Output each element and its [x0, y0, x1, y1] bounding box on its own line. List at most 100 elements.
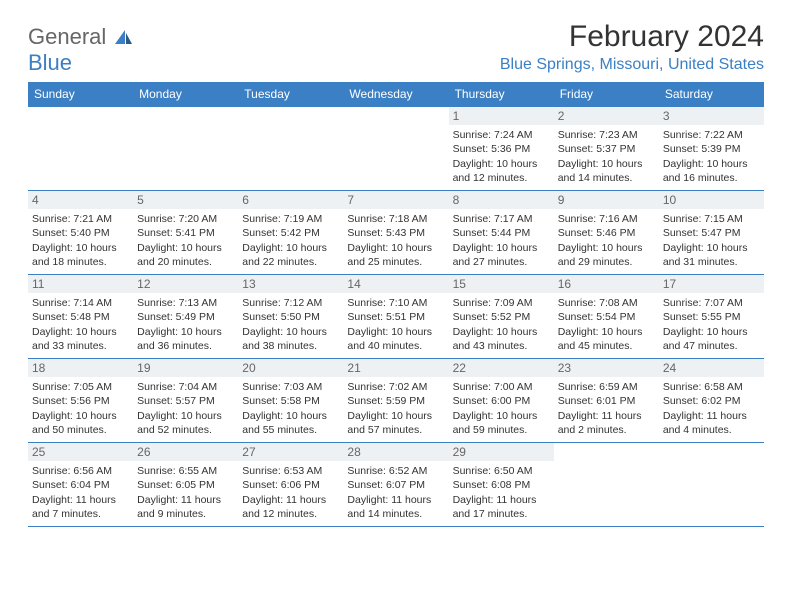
daylight-text: Daylight: 11 hours and 12 minutes. — [242, 493, 339, 521]
day-number: 6 — [238, 191, 343, 209]
daylight-text: Daylight: 11 hours and 9 minutes. — [137, 493, 234, 521]
sunset-text: Sunset: 5:37 PM — [558, 142, 655, 156]
day-number: 28 — [343, 443, 448, 461]
daylight-text: Daylight: 11 hours and 4 minutes. — [663, 409, 760, 437]
calendar-cell — [133, 107, 238, 191]
daylight-text: Daylight: 11 hours and 2 minutes. — [558, 409, 655, 437]
sunset-text: Sunset: 5:49 PM — [137, 310, 234, 324]
sunrise-text: Sunrise: 7:07 AM — [663, 296, 760, 310]
daylight-text: Daylight: 10 hours and 12 minutes. — [453, 157, 550, 185]
sunrise-text: Sunrise: 6:53 AM — [242, 464, 339, 478]
calendar-cell: 29Sunrise: 6:50 AMSunset: 6:08 PMDayligh… — [449, 443, 554, 527]
sunset-text: Sunset: 5:44 PM — [453, 226, 550, 240]
sunset-text: Sunset: 5:36 PM — [453, 142, 550, 156]
logo-text: General Blue — [28, 24, 133, 76]
calendar-cell: 17 Sunrise: 7:07 AMSunset: 5:55 PMDayligh… — [659, 275, 764, 359]
calendar-cell — [343, 107, 448, 191]
daylight-text: Daylight: 10 hours and 33 minutes. — [32, 325, 129, 353]
calendar-cell: 4Sunrise: 7:21 AMSunset: 5:40 PMDaylight… — [28, 191, 133, 275]
day-number: 23 — [554, 359, 659, 377]
sunset-text: Sunset: 6:07 PM — [347, 478, 444, 492]
calendar-cell: 26Sunrise: 6:55 AMSunset: 6:05 PMDayligh… — [133, 443, 238, 527]
daylight-text: Daylight: 10 hours and 40 minutes. — [347, 325, 444, 353]
location-subtitle: Blue Springs, Missouri, United States — [500, 56, 764, 74]
calendar-cell: 12Sunrise: 7:13 AMSunset: 5:49 PMDayligh… — [133, 275, 238, 359]
day-number: 25 — [28, 443, 133, 461]
weekday-header: Sunday — [28, 82, 133, 107]
weekday-header: Tuesday — [238, 82, 343, 107]
day-number: 12 — [133, 275, 238, 293]
calendar-body: 1Sunrise: 7:24 AMSunset: 5:36 PMDaylight… — [28, 107, 764, 527]
sunset-text: Sunset: 5:52 PM — [453, 310, 550, 324]
daylight-text: Daylight: 10 hours and 27 minutes. — [453, 241, 550, 269]
title-block: February 2024 Blue Springs, Missouri, Un… — [500, 20, 764, 74]
daylight-text: Daylight: 11 hours and 7 minutes. — [32, 493, 129, 521]
day-number: 19 — [133, 359, 238, 377]
sunrise-text: Sunrise: 7:02 AM — [347, 380, 444, 394]
day-number: 26 — [133, 443, 238, 461]
sunset-text: Sunset: 5:43 PM — [347, 226, 444, 240]
daylight-text: Daylight: 10 hours and 59 minutes. — [453, 409, 550, 437]
sunrise-text: Sunrise: 7:16 AM — [558, 212, 655, 226]
sunset-text: Sunset: 5:54 PM — [558, 310, 655, 324]
daylight-text: Daylight: 10 hours and 43 minutes. — [453, 325, 550, 353]
daylight-text: Daylight: 10 hours and 29 minutes. — [558, 241, 655, 269]
day-number: 17 — [659, 275, 764, 293]
sunset-text: Sunset: 5:48 PM — [32, 310, 129, 324]
sunrise-text: Sunrise: 7:20 AM — [137, 212, 234, 226]
sunset-text: Sunset: 5:42 PM — [242, 226, 339, 240]
day-number: 4 — [28, 191, 133, 209]
daylight-text: Daylight: 10 hours and 47 minutes. — [663, 325, 760, 353]
daylight-text: Daylight: 10 hours and 14 minutes. — [558, 157, 655, 185]
calendar-row: 11Sunrise: 7:14 AMSunset: 5:48 PMDayligh… — [28, 275, 764, 359]
sunset-text: Sunset: 5:39 PM — [663, 142, 760, 156]
sunrise-text: Sunrise: 7:00 AM — [453, 380, 550, 394]
daylight-text: Daylight: 10 hours and 45 minutes. — [558, 325, 655, 353]
page-title: February 2024 — [500, 20, 764, 54]
day-number: 20 — [238, 359, 343, 377]
sunrise-text: Sunrise: 6:58 AM — [663, 380, 760, 394]
calendar-cell: 16Sunrise: 7:08 AMSunset: 5:54 PMDayligh… — [554, 275, 659, 359]
sunrise-text: Sunrise: 7:19 AM — [242, 212, 339, 226]
sunset-text: Sunset: 5:46 PM — [558, 226, 655, 240]
day-number: 11 — [28, 275, 133, 293]
calendar-table: SundayMondayTuesdayWednesdayThursdayFrid… — [28, 82, 764, 527]
daylight-text: Daylight: 10 hours and 57 minutes. — [347, 409, 444, 437]
day-number: 13 — [238, 275, 343, 293]
daylight-text: Daylight: 11 hours and 14 minutes. — [347, 493, 444, 521]
calendar-cell: 2Sunrise: 7:23 AMSunset: 5:37 PMDaylight… — [554, 107, 659, 191]
calendar-cell: 21 Sunrise: 7:02 AMSunset: 5:59 PMDayligh… — [343, 359, 448, 443]
sunrise-text: Sunrise: 6:56 AM — [32, 464, 129, 478]
daylight-text: Daylight: 10 hours and 22 minutes. — [242, 241, 339, 269]
day-number: 22 — [449, 359, 554, 377]
calendar-header-row: SundayMondayTuesdayWednesdayThursdayFrid… — [28, 82, 764, 107]
calendar-cell: 6 Sunrise: 7:19 AMSunset: 5:42 PMDaylight… — [238, 191, 343, 275]
sunset-text: Sunset: 6:04 PM — [32, 478, 129, 492]
day-number: 7 — [343, 191, 448, 209]
logo-blue-text: Blue — [28, 50, 72, 75]
day-number: 2 — [554, 107, 659, 125]
sunrise-text: Sunrise: 7:22 AM — [663, 128, 760, 142]
sunset-text: Sunset: 5:55 PM — [663, 310, 760, 324]
weekday-header: Friday — [554, 82, 659, 107]
calendar-cell: 22Sunrise: 7:00 AMSunset: 6:00 PMDayligh… — [449, 359, 554, 443]
calendar-cell: 20Sunrise: 7:03 AMSunset: 5:58 PMDayligh… — [238, 359, 343, 443]
day-number: 14 — [343, 275, 448, 293]
calendar-cell — [238, 107, 343, 191]
sunrise-text: Sunrise: 7:04 AM — [137, 380, 234, 394]
daylight-text: Daylight: 10 hours and 50 minutes. — [32, 409, 129, 437]
day-number: 24 — [659, 359, 764, 377]
calendar-cell: 13Sunrise: 7:12 AMSunset: 5:50 PMDayligh… — [238, 275, 343, 359]
sunset-text: Sunset: 5:59 PM — [347, 394, 444, 408]
day-number: 29 — [449, 443, 554, 461]
day-number: 10 — [659, 191, 764, 209]
day-number: 27 — [238, 443, 343, 461]
calendar-row: 18Sunrise: 7:05 AMSunset: 5:56 PMDayligh… — [28, 359, 764, 443]
calendar-cell: 9Sunrise: 7:16 AMSunset: 5:46 PMDaylight… — [554, 191, 659, 275]
sunrise-text: Sunrise: 7:14 AM — [32, 296, 129, 310]
calendar-cell — [554, 443, 659, 527]
weekday-header: Saturday — [659, 82, 764, 107]
day-number: 21 — [343, 359, 448, 377]
calendar-cell: 18Sunrise: 7:05 AMSunset: 5:56 PMDayligh… — [28, 359, 133, 443]
sunset-text: Sunset: 6:08 PM — [453, 478, 550, 492]
